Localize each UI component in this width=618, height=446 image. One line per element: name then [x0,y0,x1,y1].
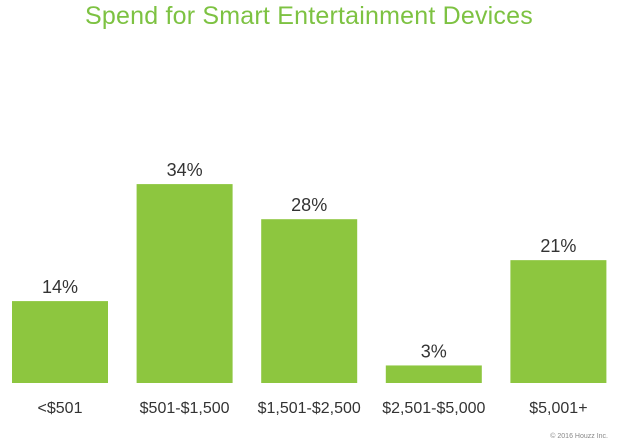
category-label-0: <$501 [38,400,83,417]
value-label-1: 34% [167,160,203,180]
value-label-4: 21% [540,236,576,256]
bar-1 [136,184,233,383]
category-label-1: $501-$1,500 [140,400,230,417]
value-label-2: 28% [291,195,327,215]
copyright-text: © 2016 Houzz Inc. [550,433,608,440]
value-label-3: 3% [421,341,447,361]
category-label-4: $5,001+ [529,400,587,417]
bars-group [12,184,607,383]
bar-3 [385,365,482,383]
value-labels-group: 14% 34% 28% 3% 21% [42,160,576,361]
bar-4 [510,260,607,383]
chart-title: Spend for Smart Entertainment Devices [85,2,533,30]
bar-0 [12,301,108,383]
category-labels-group: <$501 $501-$1,500 $1,501-$2,500 $2,501-$5,0… [38,400,588,417]
category-label-3: $2,501-$5,000 [382,400,485,417]
value-label-0: 14% [42,277,78,297]
category-label-2: $1,501-$2,500 [258,400,361,417]
bar-2 [261,219,358,383]
